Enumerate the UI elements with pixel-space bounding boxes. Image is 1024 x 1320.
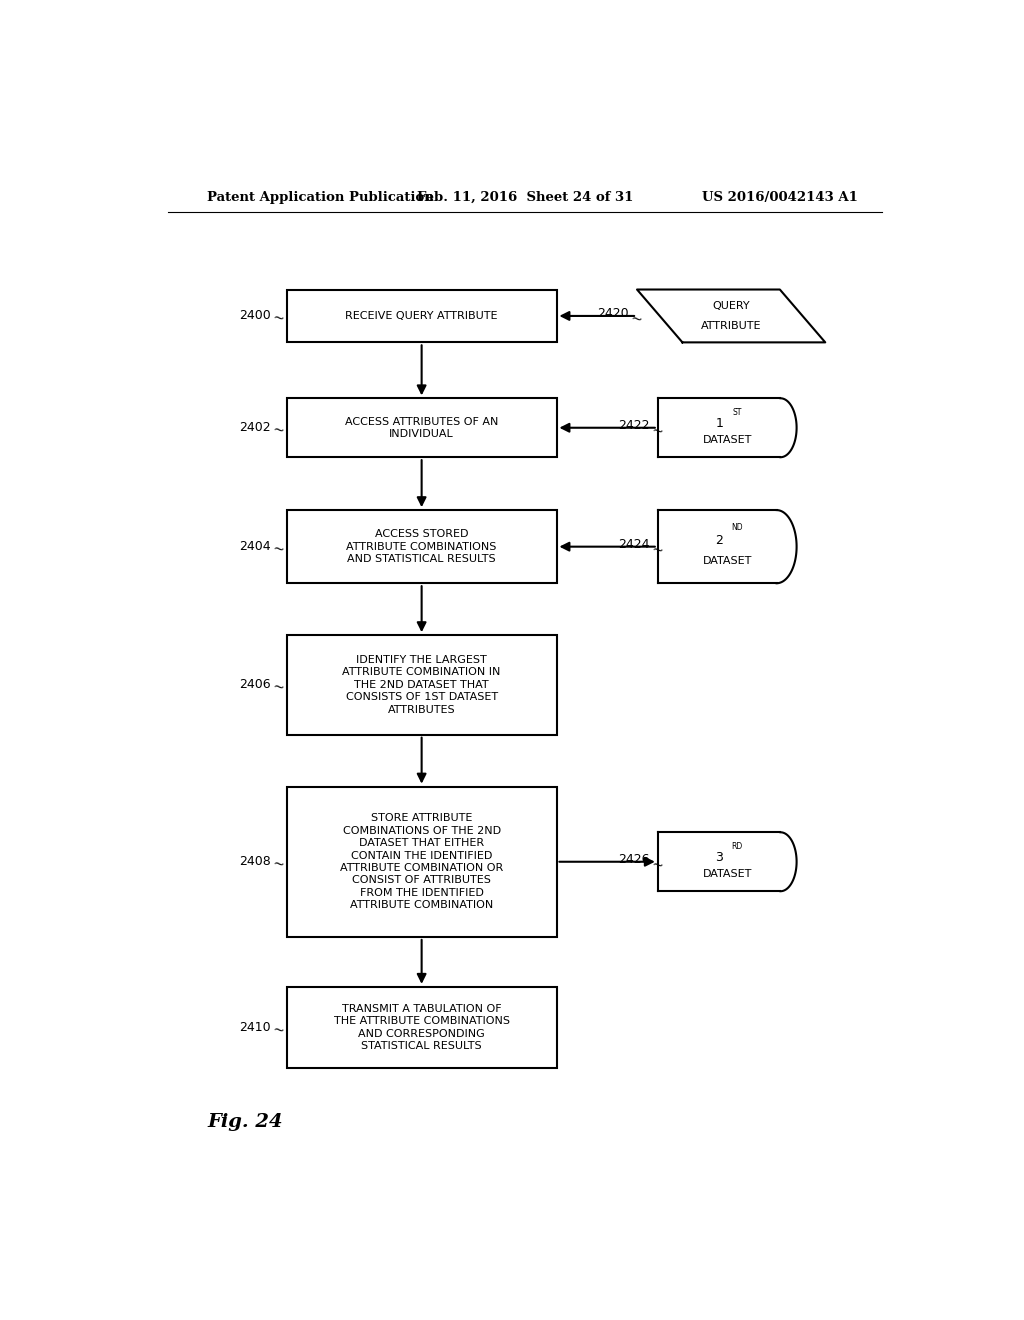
Text: IDENTIFY THE LARGEST
ATTRIBUTE COMBINATION IN
THE 2ND DATASET THAT
CONSISTS OF 1: IDENTIFY THE LARGEST ATTRIBUTE COMBINATI…	[342, 655, 501, 714]
Text: TRANSMIT A TABULATION OF
THE ATTRIBUTE COMBINATIONS
AND CORRESPONDING
STATISTICA: TRANSMIT A TABULATION OF THE ATTRIBUTE C…	[334, 1003, 510, 1051]
Bar	[287, 987, 557, 1068]
Text: 2400: 2400	[239, 309, 270, 322]
Text: 2406: 2406	[240, 678, 270, 692]
Text: DATASET: DATASET	[702, 434, 752, 445]
Polygon shape	[657, 399, 797, 457]
Polygon shape	[657, 510, 797, 583]
Text: ∼: ∼	[630, 312, 644, 327]
Text: 2424: 2424	[618, 539, 650, 552]
Text: 3: 3	[716, 850, 723, 863]
Text: ∼: ∼	[271, 1022, 286, 1038]
Text: ∼: ∼	[271, 855, 286, 871]
Text: QUERY: QUERY	[713, 301, 750, 312]
Text: ∼: ∼	[650, 422, 665, 438]
Text: 2420: 2420	[597, 308, 629, 321]
Text: Feb. 11, 2016  Sheet 24 of 31: Feb. 11, 2016 Sheet 24 of 31	[417, 190, 633, 203]
Text: RECEIVE QUERY ATTRIBUTE: RECEIVE QUERY ATTRIBUTE	[345, 312, 498, 321]
Text: 2426: 2426	[618, 853, 650, 866]
Text: ∼: ∼	[271, 678, 286, 694]
Text: 2422: 2422	[618, 420, 650, 432]
Text: ∼: ∼	[650, 857, 665, 873]
Text: US 2016/0042143 A1: US 2016/0042143 A1	[702, 190, 858, 203]
Text: ∼: ∼	[650, 541, 665, 557]
Bar	[287, 399, 557, 457]
Text: ∼: ∼	[271, 310, 286, 326]
Text: Fig. 24: Fig. 24	[207, 1113, 283, 1131]
Text: ND: ND	[731, 523, 742, 532]
Text: ACCESS STORED
ATTRIBUTE COMBINATIONS
AND STATISTICAL RESULTS: ACCESS STORED ATTRIBUTE COMBINATIONS AND…	[346, 529, 497, 564]
Text: RD: RD	[731, 842, 742, 851]
Text: 2: 2	[716, 535, 723, 548]
Text: DATASET: DATASET	[702, 869, 752, 879]
Text: ST: ST	[732, 408, 741, 417]
Text: ACCESS ATTRIBUTES OF AN
INDIVIDUAL: ACCESS ATTRIBUTES OF AN INDIVIDUAL	[345, 417, 499, 440]
Text: 2404: 2404	[240, 540, 270, 553]
Text: Patent Application Publication: Patent Application Publication	[207, 190, 434, 203]
Bar	[287, 510, 557, 583]
Text: ∼: ∼	[271, 541, 286, 557]
Bar	[287, 289, 557, 342]
Text: ∼: ∼	[271, 422, 286, 438]
Text: 1: 1	[716, 417, 723, 429]
Polygon shape	[637, 289, 825, 342]
Text: 2402: 2402	[240, 421, 270, 434]
Text: 2410: 2410	[240, 1020, 270, 1034]
Bar	[287, 635, 557, 735]
Polygon shape	[657, 833, 797, 891]
Text: STORE ATTRIBUTE
COMBINATIONS OF THE 2ND
DATASET THAT EITHER
CONTAIN THE IDENTIFI: STORE ATTRIBUTE COMBINATIONS OF THE 2ND …	[340, 813, 503, 911]
Text: 2408: 2408	[239, 855, 270, 869]
Bar	[287, 787, 557, 937]
Text: DATASET: DATASET	[702, 556, 752, 566]
Text: ATTRIBUTE: ATTRIBUTE	[700, 321, 762, 331]
